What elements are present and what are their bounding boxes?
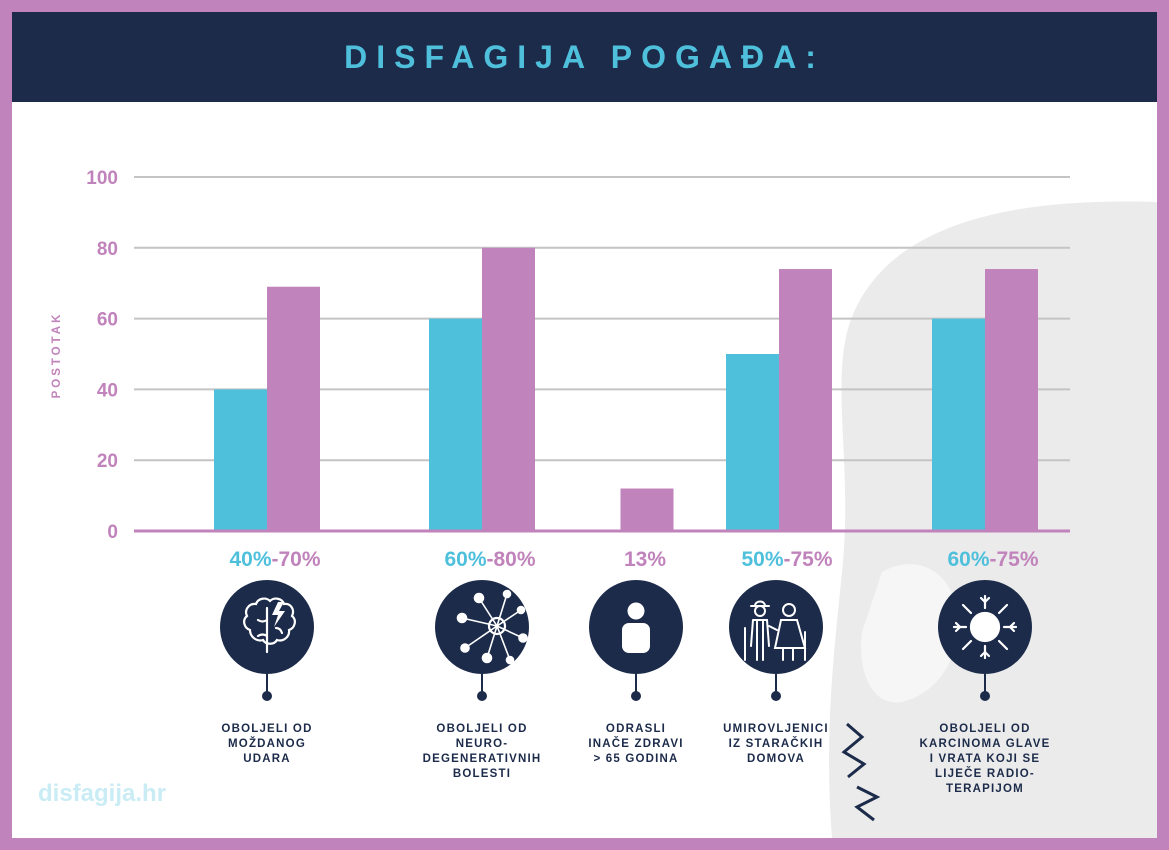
y-tick-label: 40 — [97, 380, 118, 401]
percentage-label: 60%-80% — [420, 548, 560, 572]
category-label-line: IZ STARAČKIH — [728, 738, 824, 750]
bar-high-3 — [620, 488, 674, 531]
page-title: DISFAGIJA POGAĐA: — [344, 38, 825, 75]
bar-high-1 — [267, 286, 320, 531]
category-label: OBOLJELI OD NEURO- DEGENERATIVNIH BOLESTI — [402, 722, 562, 782]
category-label-line: TERAPIJOM — [946, 783, 1024, 795]
percentage-high: 80% — [493, 548, 536, 571]
percentage-high: 13% — [623, 548, 667, 571]
percentage-low: 50% — [741, 548, 784, 571]
category-label-line: OBOLJELI OD — [436, 723, 528, 735]
brain-icon — [220, 580, 314, 674]
elderly-couple-icon — [729, 580, 823, 674]
bar-chart: 0 20 40 60 80 100 POSTOTAK — [51, 168, 1070, 543]
category-label-line: UDARA — [243, 753, 291, 765]
title-banner: DISFAGIJA POGAĐA: — [12, 12, 1157, 102]
category-label: ODRASLI INAČE ZDRAVI > 65 GODINA — [556, 722, 716, 767]
bar-low-2 — [429, 318, 482, 531]
bar-low-1 — [214, 389, 267, 531]
category-label-line: INAČE ZDRAVI — [588, 738, 684, 750]
bar-low-4 — [726, 354, 779, 531]
website-footer: disfagija.hr — [38, 780, 167, 807]
network-icon — [435, 580, 529, 674]
category-label-line: I VRATA KOJI SE — [929, 753, 1041, 765]
bar-high-5 — [985, 269, 1038, 531]
percentage-high: 75% — [790, 548, 833, 571]
percentage-separator: - — [271, 548, 279, 571]
percentage-low: 60% — [947, 548, 990, 571]
bar-low-5 — [932, 318, 985, 531]
percentage-label: 13% — [575, 548, 715, 572]
percentage-separator: - — [989, 548, 997, 571]
category-label-line: DOMOVA — [746, 753, 806, 765]
connector-line — [266, 674, 268, 692]
category-label-line: OBOLJELI OD — [221, 723, 313, 735]
percentage-high: 70% — [278, 548, 321, 571]
category-label-line: BOLESTI — [452, 768, 512, 780]
connector-line — [775, 674, 777, 692]
category-label: UMIROVLJENICI IZ STARAČKIH DOMOVA — [696, 722, 856, 767]
percentage-label: 40%-70% — [205, 548, 345, 572]
category-label-line: NEURO- — [455, 738, 509, 750]
bar-high-2 — [482, 247, 535, 532]
category-label-line: MOŽDANOG — [228, 738, 306, 750]
category-label: OBOLJELI OD MOŽDANOG UDARA — [187, 722, 347, 767]
percentage-low: 40% — [229, 548, 272, 571]
category-label-line: OBOLJELI OD — [939, 723, 1031, 735]
category-label-line: > 65 GODINA — [593, 753, 679, 765]
y-tick-label: 100 — [86, 168, 118, 189]
connector-dot — [980, 691, 990, 701]
percentage-label: 60%-75% — [923, 548, 1063, 572]
y-tick-label: 20 — [97, 451, 118, 472]
percentage-low: 60% — [444, 548, 487, 571]
bar-high-4 — [779, 269, 832, 531]
person-icon — [589, 580, 683, 674]
connector-dot — [477, 691, 487, 701]
y-axis-label: POSTOTAK — [51, 312, 63, 399]
percentage-high: 75% — [996, 548, 1039, 571]
category-label-line: KARCINOMA GLAVE — [919, 738, 1051, 750]
connector-line — [481, 674, 483, 692]
connector-dot — [771, 691, 781, 701]
connector-line — [635, 674, 637, 692]
connector-dot — [262, 691, 272, 701]
y-tick-label: 80 — [97, 239, 118, 260]
category-label-line: DEGENERATIVNIH — [422, 753, 542, 765]
category-label: OBOLJELI OD KARCINOMA GLAVE I VRATA KOJI S… — [905, 722, 1065, 797]
infographic-frame: DISFAGIJA POGAĐA: 0 20 40 60 80 100 POSTOTAK 4… — [12, 12, 1157, 838]
y-tick-label: 60 — [97, 310, 118, 331]
category-label-line: ODRASLI — [605, 723, 667, 735]
percentage-separator: - — [486, 548, 494, 571]
percentage-separator: - — [783, 548, 791, 571]
category-label-line: UMIROVLJENICI — [723, 723, 829, 735]
y-tick-label: 0 — [107, 522, 118, 543]
percentage-label: 50%-75% — [717, 548, 857, 572]
category-label-line: LIJEČE RADIO- — [935, 768, 1035, 780]
virus-cell-icon — [938, 580, 1032, 674]
connector-dot — [631, 691, 641, 701]
connector-line — [984, 674, 986, 692]
